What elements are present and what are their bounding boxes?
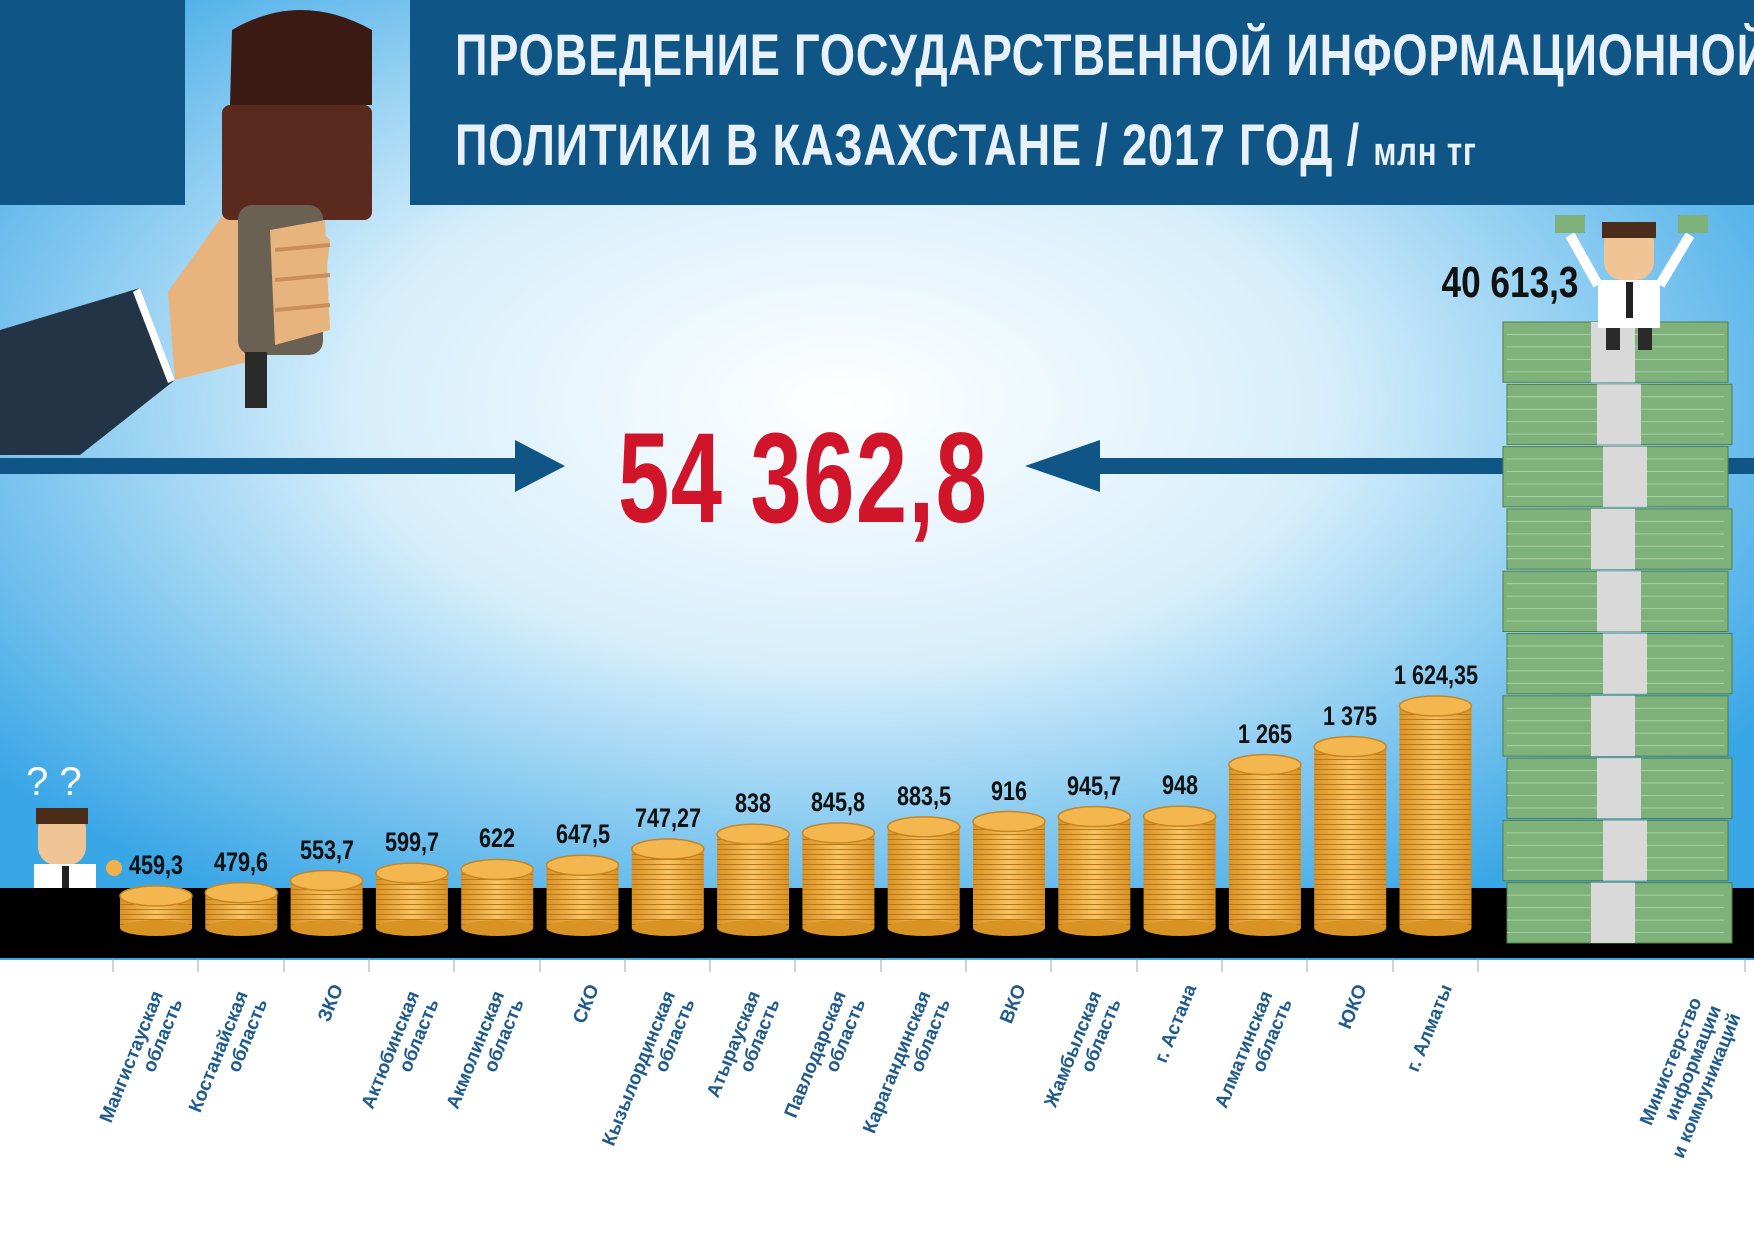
- tick-marks: [112, 958, 1746, 972]
- value-label: 459,3: [128, 850, 184, 880]
- money-band: [1591, 695, 1635, 757]
- value-label: 948: [1161, 770, 1198, 801]
- coin-bar: [1057, 805, 1132, 936]
- header-title-box: [410, 0, 1754, 205]
- coin-bar: [1398, 695, 1473, 936]
- coin-bar: [972, 810, 1046, 936]
- value-label: 838: [735, 788, 772, 819]
- coin-bar: [1313, 735, 1387, 936]
- value-label: 622: [479, 823, 516, 854]
- money-band: [1591, 882, 1635, 943]
- bars-layer: [119, 695, 1473, 936]
- coin-bar: [716, 823, 790, 936]
- title-line-1: ПРОВЕДЕНИЕ ГОСУДАРСТВЕННОЙ ИНФОРМАЦИОННО…: [455, 23, 1754, 88]
- money-band: [1591, 508, 1635, 570]
- money-band: [1603, 633, 1647, 694]
- svg-text:? ?: ? ?: [26, 760, 82, 804]
- coin-bar: [1142, 805, 1217, 936]
- coin-bar: [460, 858, 534, 936]
- value-label: 1 624,35: [1393, 660, 1478, 690]
- microphone-hand-illustration: [0, 10, 372, 455]
- coin-bar: [119, 885, 193, 936]
- value-label: 845,8: [811, 786, 866, 817]
- value-label: 945,7: [1067, 770, 1122, 801]
- value-label: 1 265: [1237, 718, 1292, 749]
- title-main: ПОЛИТИКИ В КАЗАХСТАНЕ / 2017 ГОД /: [455, 113, 1374, 178]
- coin-bar: [801, 822, 876, 936]
- money-band: [1603, 820, 1647, 881]
- value-label: 599,7: [384, 827, 439, 858]
- money-band: [1603, 446, 1647, 507]
- coin-bar: [204, 881, 279, 936]
- coin-bar: [545, 854, 620, 936]
- coin-bar: [1228, 753, 1302, 936]
- title-line-2: ПОЛИТИКИ В КАЗАХСТАНЕ / 2017 ГОД / млн т…: [455, 112, 1477, 179]
- header-left-box: [0, 0, 185, 205]
- value-label: 553,7: [299, 834, 354, 865]
- title-unit: млн тг: [1373, 130, 1477, 174]
- coin-bar: [631, 838, 705, 936]
- left-arrow: [0, 440, 565, 492]
- value-label: 747,27: [634, 803, 701, 834]
- value-label: 916: [990, 775, 1028, 806]
- money-band: [1597, 758, 1641, 819]
- value-label: 647,5: [555, 819, 610, 850]
- money-stack-bar: [1502, 321, 1733, 944]
- value-label: 479,6: [214, 846, 269, 877]
- money-band: [1597, 571, 1641, 632]
- value-label: 40 613,3: [1441, 258, 1579, 307]
- happy-man-illustration: [1555, 215, 1708, 350]
- value-label: 883,5: [896, 780, 951, 811]
- money-band: [1597, 384, 1641, 445]
- coin-bar: [289, 869, 364, 936]
- value-label: 1 375: [1323, 700, 1378, 731]
- coin-bar: [886, 816, 961, 936]
- total-value: 54 362,8: [618, 407, 989, 550]
- coin-bar: [375, 862, 449, 936]
